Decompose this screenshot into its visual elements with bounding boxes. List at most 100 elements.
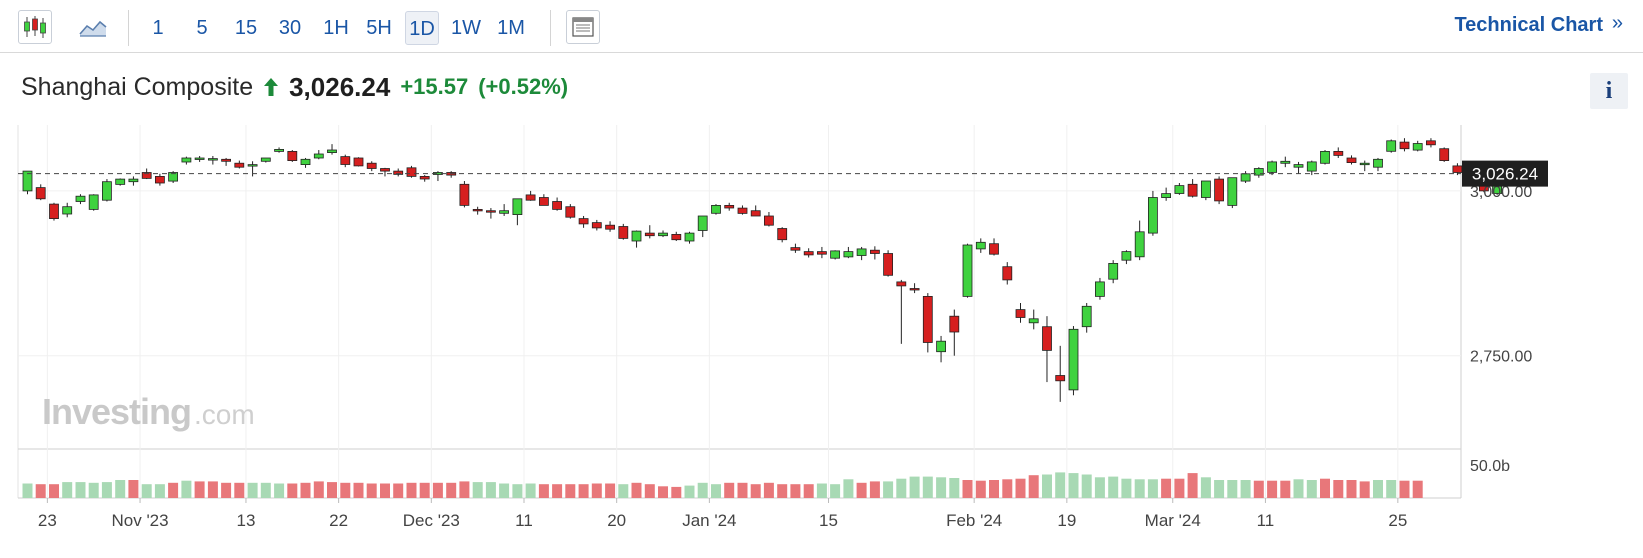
volume-bar [1055, 472, 1066, 498]
candle-body [472, 208, 483, 212]
info-button[interactable]: i [1590, 73, 1628, 109]
technical-chart-link[interactable]: Technical Chart [1454, 14, 1603, 36]
candle-body [565, 206, 576, 218]
volume-bar [618, 484, 629, 498]
candle-body [671, 233, 682, 241]
volume-bar [366, 483, 377, 498]
area-chart-icon[interactable] [76, 10, 110, 44]
volume-bar [115, 480, 126, 498]
volume-bar [936, 477, 947, 498]
candle-body [1399, 141, 1410, 150]
candle-body [817, 251, 827, 255]
volume-bar [605, 483, 616, 498]
volume-bar [340, 482, 351, 498]
volume-bar [565, 484, 576, 498]
candle-body [764, 215, 774, 226]
volume-bar [1200, 477, 1211, 498]
candle-body [975, 241, 986, 250]
volume-bar [790, 484, 801, 498]
candle-body [724, 204, 735, 209]
volume-bar [1399, 480, 1410, 498]
volume-bar [22, 483, 33, 498]
volume-bar [274, 483, 285, 498]
volume-bar [697, 482, 708, 498]
volume-bar [1240, 480, 1251, 498]
candle-body [803, 251, 814, 256]
volume-bar [1121, 478, 1132, 498]
candle-body [22, 170, 33, 192]
volume-bar [1373, 480, 1383, 498]
candle-body [790, 247, 801, 251]
candle-body [989, 243, 999, 255]
candle-body [499, 210, 510, 214]
candle-body [525, 194, 536, 201]
timeframe-5h[interactable]: 5H [366, 17, 392, 39]
timeframe-1[interactable]: 1 [152, 17, 164, 39]
timeframe-1h[interactable]: 1H [323, 17, 349, 39]
price-tick-label: 3,000.00 [1470, 184, 1532, 201]
volume-bar [35, 484, 46, 498]
candle-body [393, 170, 404, 175]
candle-body [856, 248, 867, 256]
layout-icon[interactable] [566, 10, 600, 44]
timeframe-15[interactable]: 15 [234, 17, 258, 39]
timeframe-1w[interactable]: 1W [451, 17, 481, 39]
volume-bar [327, 482, 337, 498]
volume-bar [856, 482, 867, 498]
volume-bar [909, 476, 920, 498]
candle-body [459, 183, 470, 206]
volume-bar [1333, 480, 1344, 498]
last-price: 3,026.24 [289, 71, 391, 102]
candle-body [1187, 183, 1198, 197]
volume-bar [49, 484, 59, 498]
price-change: +15.57 [400, 74, 469, 99]
candle-body [1028, 318, 1039, 324]
volume-bar [1227, 480, 1238, 498]
volume-bar [684, 485, 695, 498]
candle-body [485, 210, 496, 213]
timeframe-30[interactable]: 30 [278, 17, 302, 39]
candle-body [512, 198, 523, 216]
time-tick-label: 22 [329, 511, 348, 530]
volume-bar [552, 484, 563, 498]
time-tick-label: 25 [1388, 511, 1407, 530]
candle-body [1452, 165, 1463, 173]
candle-body [194, 157, 205, 160]
time-tick-label: Mar '24 [1145, 511, 1201, 530]
volume-bar [631, 482, 642, 498]
volume-bar [141, 484, 152, 498]
volume-bar [883, 481, 894, 498]
candle-body [181, 157, 192, 163]
volume-bar [989, 480, 999, 498]
double-chevron-right-icon[interactable]: » [1611, 12, 1623, 34]
candle-body [234, 162, 245, 168]
candle-body [737, 207, 748, 214]
volume-bar [658, 486, 668, 498]
time-tick-label: Jan '24 [682, 511, 736, 530]
time-tick-label: Feb '24 [946, 511, 1002, 530]
timeframe-1d[interactable]: 1D [405, 11, 439, 45]
volume-bar [499, 483, 510, 498]
candle-body [1439, 148, 1450, 161]
volume-bar [1346, 480, 1357, 498]
instrument-header: Shanghai Composite 3,026.24 +15.57 (+0.5… [21, 70, 568, 104]
candle-body [539, 197, 549, 206]
volume-bar [737, 482, 748, 498]
candlestick-icon[interactable] [18, 10, 52, 44]
volume-bar [287, 483, 298, 498]
candle-body [1306, 161, 1317, 172]
candle-body [380, 168, 390, 172]
candle-body [591, 222, 602, 229]
volume-bar [816, 483, 827, 498]
volume-bar [763, 482, 774, 498]
timeframe-1m[interactable]: 1M [497, 17, 525, 39]
volume-bar [88, 482, 99, 498]
toolbar-divider [128, 10, 129, 46]
timeframe-5[interactable]: 5 [196, 17, 208, 39]
candle-body [605, 224, 615, 230]
candle-body [313, 153, 324, 159]
volume-bar [1267, 480, 1278, 498]
volume-bar [591, 483, 602, 498]
candle-body [552, 201, 562, 210]
